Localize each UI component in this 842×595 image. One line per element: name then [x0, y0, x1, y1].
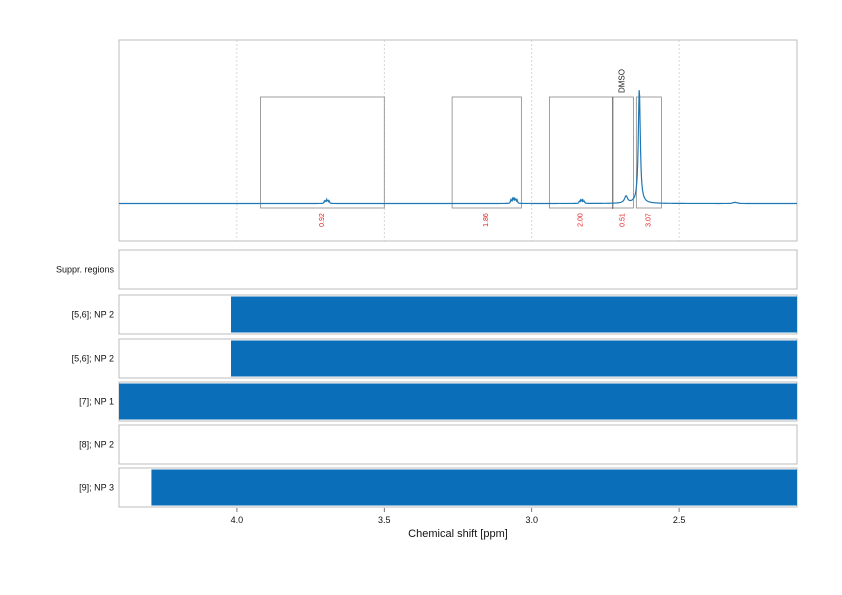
region-row-label-3: [7]; NP 1: [79, 397, 114, 407]
region-row-label-2: [5,6]; NP 2: [72, 354, 114, 364]
integration-box-1: [451, 96, 522, 209]
region-row-4: [118, 424, 798, 465]
region-row-label-0: Suppr. regions: [56, 265, 115, 275]
integration-box-2: [548, 96, 614, 209]
x-tick-label-0: 4.0: [231, 515, 244, 525]
region-band-5-0: [151, 469, 797, 506]
integration-box-3: [612, 96, 634, 209]
region-row-label-5: [9]; NP 3: [79, 483, 114, 493]
region-band-1-0: [231, 296, 797, 333]
spectrum-panel: [118, 39, 798, 242]
integration-box-4: [635, 96, 662, 209]
region-band-3-0: [119, 383, 797, 420]
region-band-2-0: [231, 340, 797, 377]
region-row-label-1: [5,6]; NP 2: [72, 310, 114, 320]
x-tick-label-2: 3.0: [525, 515, 538, 525]
integral-label-4: 3.07: [645, 213, 652, 227]
region-row-0: [118, 249, 798, 290]
integral-label-1: 1.86: [483, 213, 490, 227]
x-tick-label-3: 2.5: [673, 515, 686, 525]
x-axis-label: Chemical shift [ppm]: [408, 528, 508, 540]
annotation-label-0: DMSO: [617, 69, 626, 93]
region-row-label-4: [8]; NP 2: [79, 440, 114, 450]
integral-label-0: 0.92: [319, 213, 326, 227]
integral-label-2: 2.00: [578, 213, 585, 227]
spectrum-line: [119, 90, 797, 205]
x-tick-label-1: 3.5: [378, 515, 391, 525]
integration-box-0: [260, 96, 385, 209]
integral-label-3: 0.51: [620, 213, 627, 227]
